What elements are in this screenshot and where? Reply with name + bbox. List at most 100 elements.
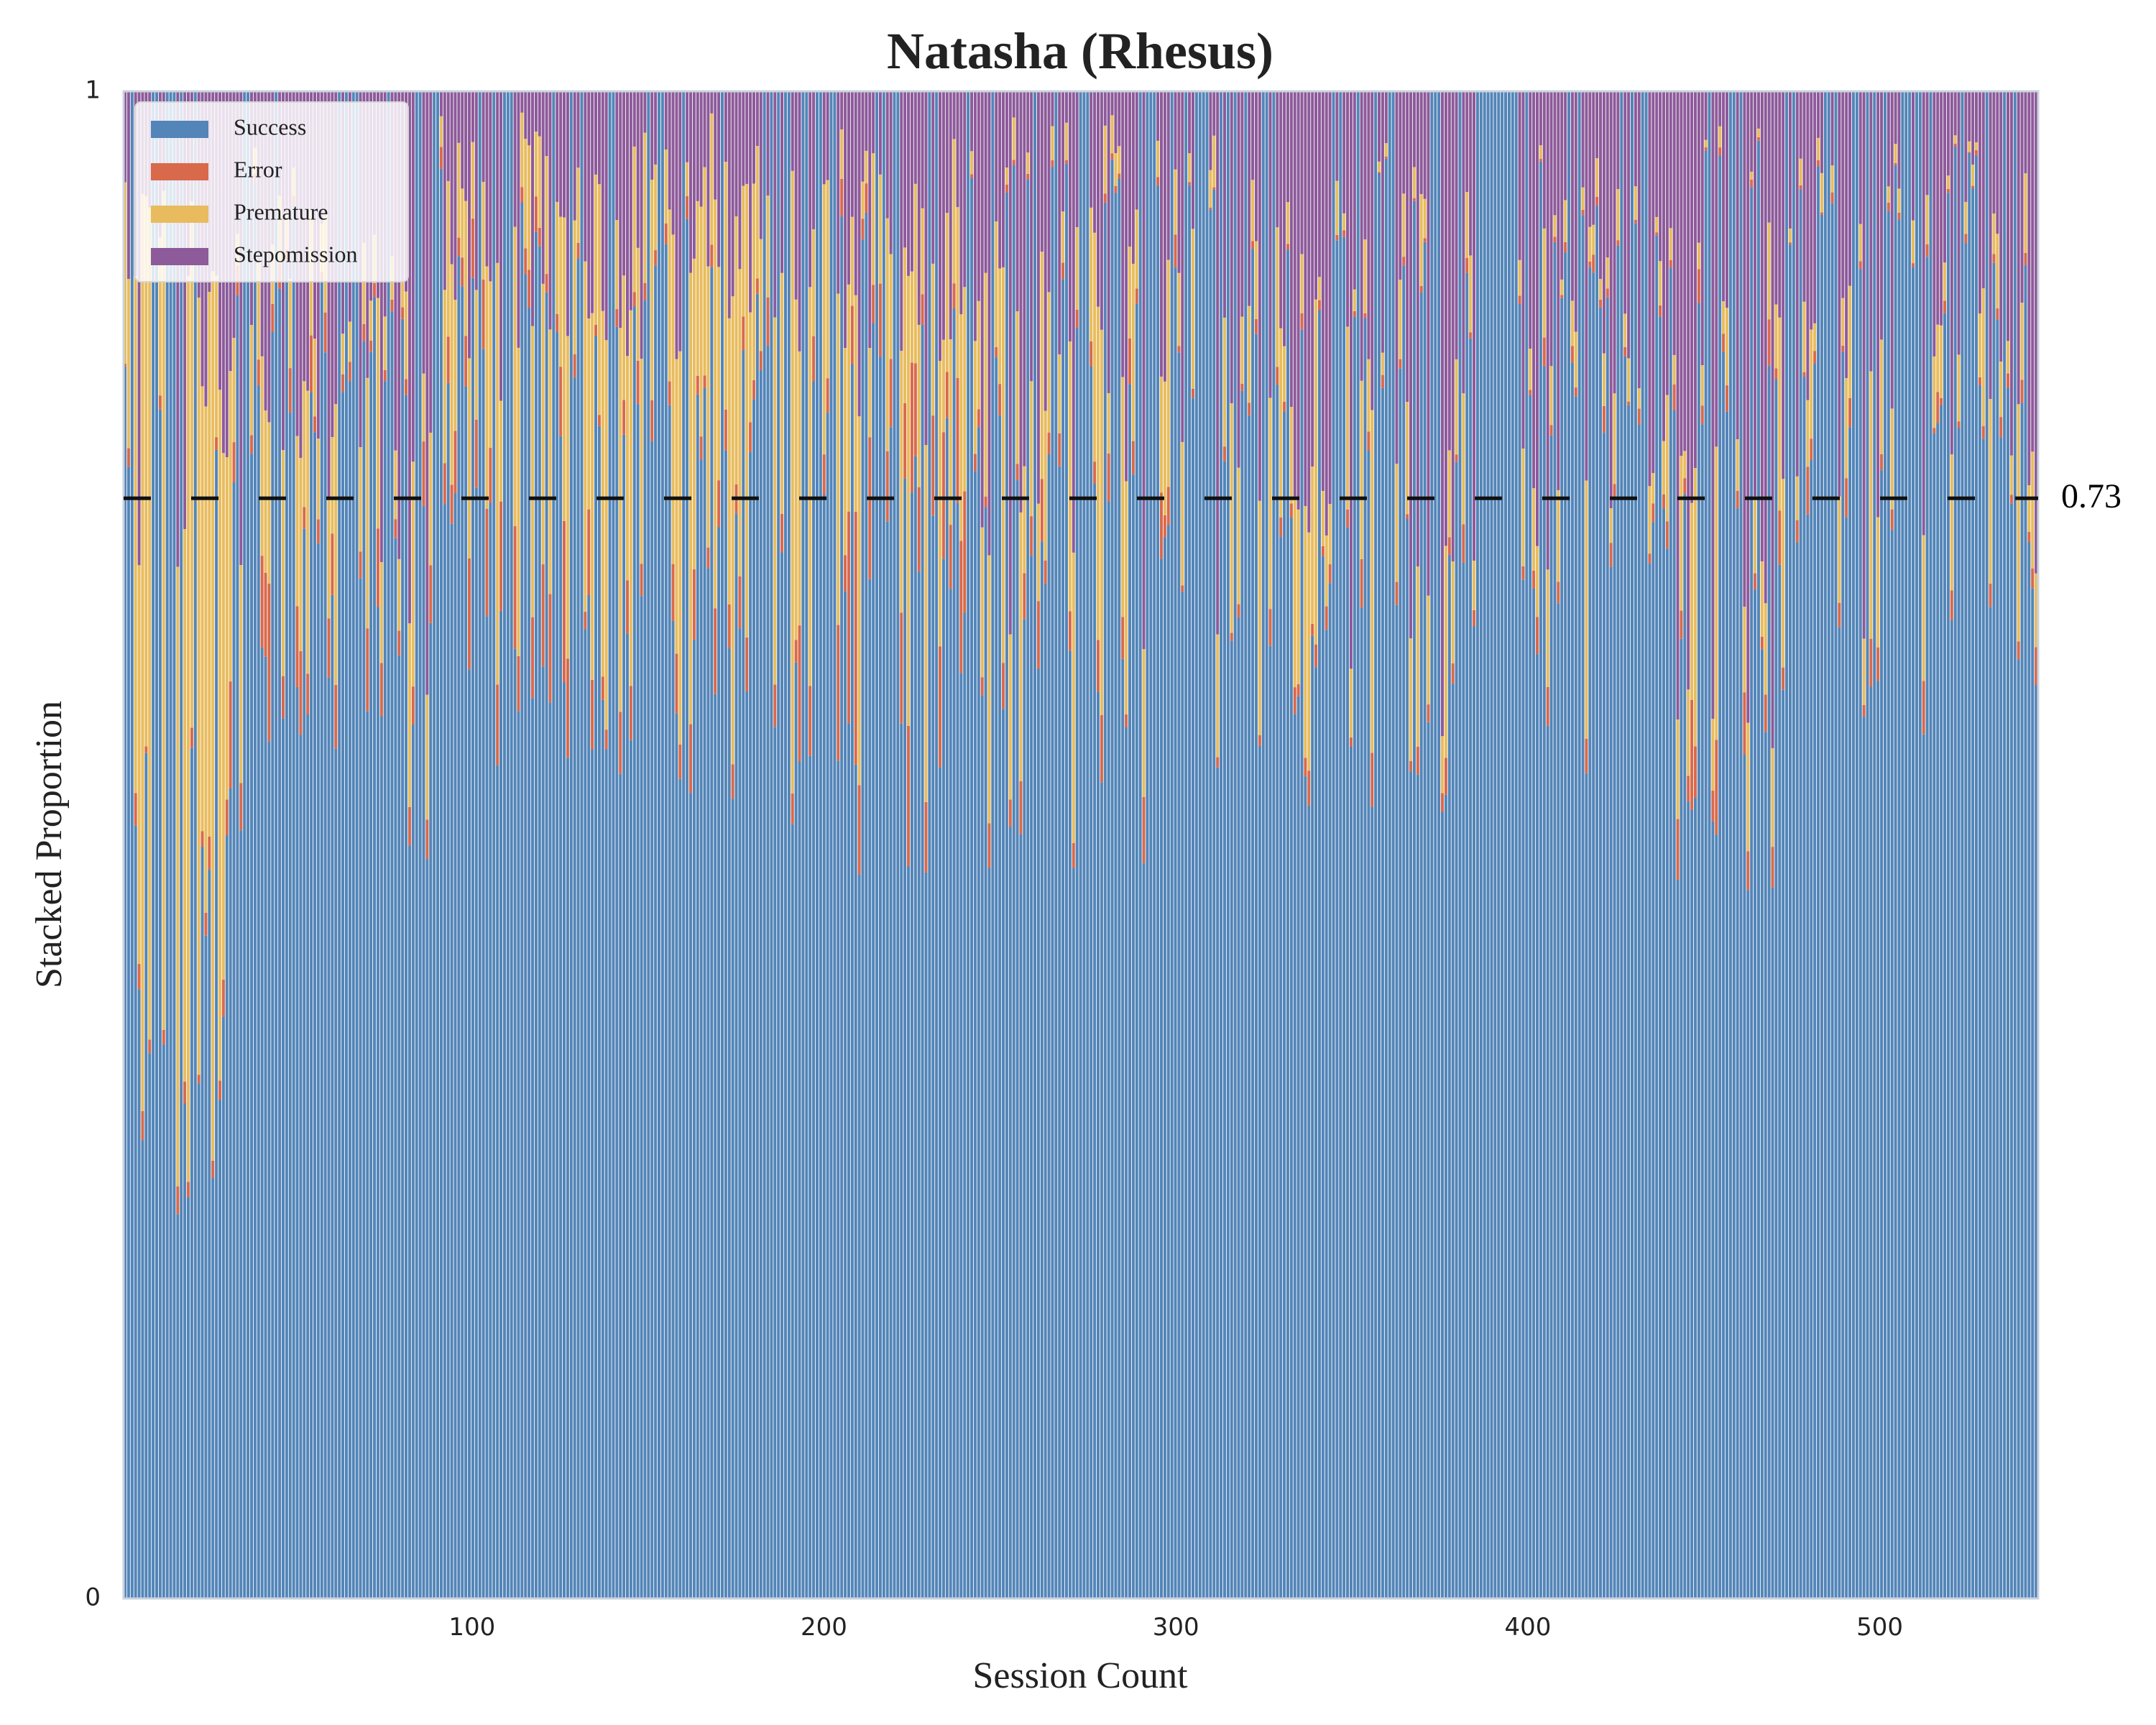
- bar-premature-session-258: [1026, 152, 1030, 174]
- bar-premature-session-27: [215, 275, 218, 438]
- bar-premature-session-42: [267, 422, 271, 584]
- bar-success-session-162: [688, 793, 692, 1598]
- bar-error-session-236: [949, 525, 952, 589]
- bar-premature-session-447: [1690, 502, 1694, 700]
- bar-premature-session-269: [1065, 122, 1069, 160]
- bar-success-session-67: [355, 91, 359, 1598]
- bar-success-session-507: [1901, 91, 1904, 1598]
- bar-premature-session-60: [331, 437, 334, 534]
- bar-premature-session-251: [1002, 267, 1005, 663]
- bar-success-session-277: [1093, 483, 1097, 1598]
- bar-error-session-137: [601, 676, 604, 700]
- bar-success-session-381: [1458, 91, 1462, 1598]
- bar-success-session-445: [1683, 494, 1687, 1598]
- bar-premature-session-168: [710, 113, 714, 245]
- bar-stepomission-session-407: [1549, 91, 1553, 367]
- bar-stepomission-session-369: [1416, 91, 1419, 567]
- bar-premature-session-473: [1782, 479, 1785, 668]
- bar-success-session-20: [190, 748, 193, 1598]
- bar-success-session-453: [1711, 821, 1715, 1598]
- bar-stepomission-session-487: [1830, 91, 1834, 166]
- bar-error-session-535: [1999, 417, 2003, 438]
- bar-success-session-397: [1514, 91, 1518, 1598]
- bar-premature-session-124: [556, 201, 559, 314]
- bar-stepomission-session-136: [597, 91, 601, 185]
- bar-premature-session-250: [998, 268, 1002, 385]
- bar-success-session-58: [323, 352, 327, 1598]
- bar-success-session-217: [882, 91, 885, 1598]
- bar-error-session-331: [1283, 401, 1286, 412]
- bar-stepomission-session-322: [1251, 91, 1255, 180]
- bar-error-session-163: [692, 569, 696, 640]
- bar-error-session-464: [1750, 179, 1754, 188]
- bar-premature-session-311: [1212, 135, 1216, 188]
- bar-premature-session-115: [524, 139, 528, 249]
- bar-success-session-149: [643, 300, 647, 1598]
- bar-error-session-222: [900, 612, 903, 724]
- bar-stepomission-session-498: [1869, 91, 1873, 372]
- bar-success-session-82: [407, 845, 411, 1598]
- bar-success-session-347: [1339, 91, 1342, 1598]
- bar-success-session-57: [320, 282, 323, 1598]
- bar-success-session-437: [1655, 235, 1659, 1599]
- bar-error-session-267: [1058, 433, 1061, 466]
- bar-stepomission-session-278: [1097, 91, 1100, 307]
- bar-premature-session-530: [1981, 288, 1985, 426]
- bar-stepomission-session-201: [826, 91, 829, 180]
- bar-error-session-134: [591, 679, 594, 750]
- bar-success-session-155: [664, 244, 668, 1598]
- bar-stepomission-session-173: [727, 91, 731, 318]
- bar-premature-session-505: [1894, 144, 1897, 164]
- bar-stepomission-session-501: [1880, 91, 1884, 340]
- bar-premature-session-219: [889, 254, 893, 359]
- bar-stepomission-session-341: [1317, 91, 1321, 277]
- bar-success-session-542: [2024, 265, 2027, 1598]
- bar-premature-session-537: [2007, 341, 2010, 374]
- bar-error-session-448: [1693, 746, 1697, 799]
- bar-premature-session-356: [1370, 410, 1374, 753]
- bar-error-session-145: [629, 686, 632, 740]
- bar-stepomission-session-213: [868, 91, 872, 349]
- bar-premature-session-191: [791, 170, 794, 794]
- bar-success-session-489: [1838, 627, 1841, 1598]
- bar-success-session-300: [1174, 267, 1177, 1599]
- bar-success-session-130: [576, 258, 580, 1598]
- bar-stepomission-session-505: [1894, 91, 1897, 144]
- bar-error-session-95: [453, 431, 457, 494]
- bar-stepomission-session-142: [619, 91, 622, 328]
- bar-premature-session-78: [394, 450, 397, 520]
- bar-error-session-398: [1518, 295, 1521, 304]
- bar-stepomission-session-113: [517, 91, 520, 348]
- bar-premature-session-338: [1307, 532, 1311, 771]
- bar-error-session-518: [1940, 397, 1943, 405]
- bar-success-session-467: [1760, 649, 1764, 1599]
- bar-success-session-106: [492, 91, 496, 1598]
- bar-success-session-86: [422, 505, 425, 1598]
- bar-stepomission-session-108: [499, 91, 503, 401]
- bar-error-session-445: [1683, 478, 1687, 494]
- bar-premature-session-346: [1335, 180, 1339, 235]
- bar-error-session-235: [945, 372, 949, 418]
- bar-success-session-501: [1880, 470, 1884, 1598]
- bar-success-session-37: [249, 454, 253, 1598]
- bar-stepomission-session-184: [766, 91, 770, 196]
- bar-premature-session-252: [1005, 167, 1008, 185]
- bar-error-session-176: [738, 576, 742, 629]
- bar-premature-session-254: [1012, 117, 1015, 160]
- bar-error-session-522: [1953, 143, 1957, 147]
- bar-success-session-539: [2013, 91, 2017, 1598]
- bar-premature-session-287: [1128, 247, 1131, 339]
- bar-stepomission-session-239: [959, 91, 963, 315]
- bar-success-session-454: [1715, 834, 1718, 1598]
- bar-premature-session-525: [1964, 201, 1968, 234]
- bar-success-session-375: [1437, 91, 1441, 1598]
- bar-premature-session-50: [295, 436, 299, 607]
- bar-success-session-281: [1107, 502, 1110, 1598]
- bar-success-session-59: [327, 677, 331, 1599]
- bar-success-session-153: [657, 91, 660, 1598]
- bar-premature-session-477: [1795, 476, 1799, 520]
- bar-stepomission-session-169: [714, 91, 717, 200]
- bar-stepomission-session-533: [1992, 91, 1996, 214]
- bar-error-session-506: [1897, 212, 1901, 220]
